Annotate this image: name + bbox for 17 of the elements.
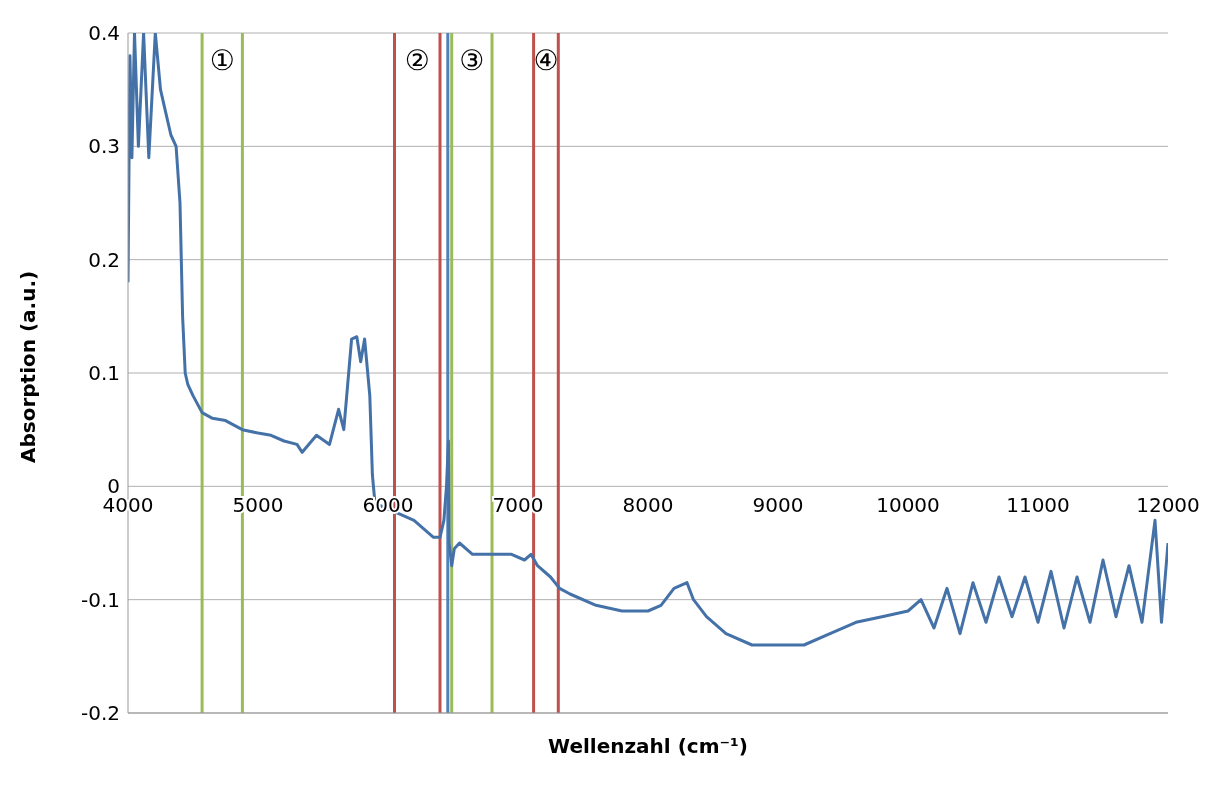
y-tick-label: 0.1 bbox=[88, 361, 120, 386]
x-axis-title: Wellenzahl (cm⁻¹) bbox=[548, 734, 748, 758]
annotation: ② bbox=[404, 44, 430, 78]
x-tick-label: 10000 bbox=[876, 492, 940, 517]
y-tick-label: -0.1 bbox=[80, 587, 120, 612]
x-tick-label: 12000 bbox=[1136, 492, 1200, 517]
annotation: ④ bbox=[533, 44, 559, 78]
y-tick-label: 0.2 bbox=[88, 247, 120, 272]
annotation: ① bbox=[209, 44, 235, 78]
annotation: ③ bbox=[459, 44, 485, 78]
x-tick-label: 11000 bbox=[1006, 492, 1070, 517]
y-tick-label: -0.2 bbox=[80, 701, 120, 726]
y-tick-label: 0.4 bbox=[88, 21, 120, 46]
x-tick-label: 9000 bbox=[752, 492, 804, 517]
y-tick-label: 0.3 bbox=[88, 134, 120, 159]
y-axis-title: Absorption (a.u.) bbox=[16, 270, 41, 463]
x-tick-label: 8000 bbox=[622, 492, 674, 517]
